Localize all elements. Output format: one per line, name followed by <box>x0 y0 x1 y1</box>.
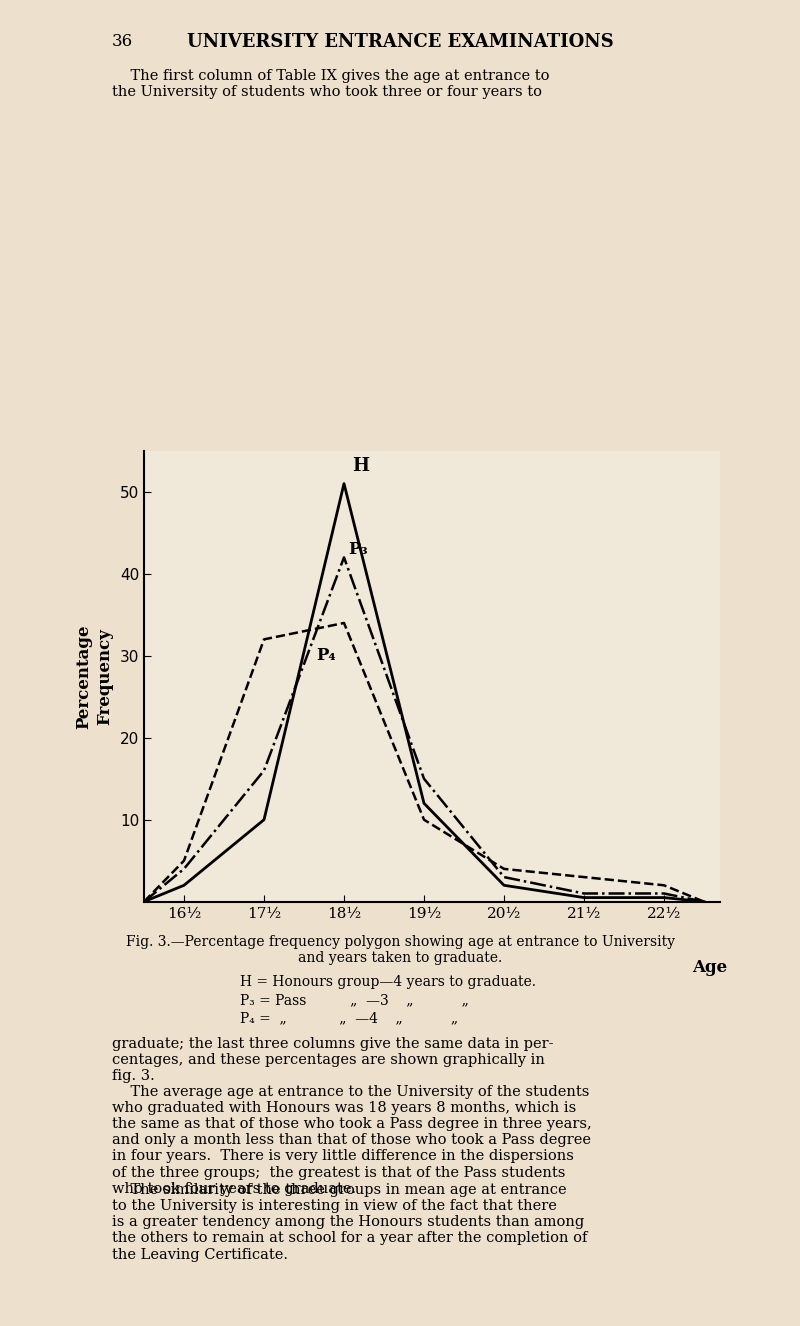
Text: P₄ =  „            „  —4    „           „: P₄ = „ „ —4 „ „ <box>240 1012 458 1026</box>
Text: P₃ = Pass          „  —3    „           „: P₃ = Pass „ —3 „ „ <box>240 993 469 1008</box>
Text: P₄: P₄ <box>316 647 336 664</box>
Text: graduate; the last three columns give the same data in per-
centages, and these : graduate; the last three columns give th… <box>112 1037 554 1083</box>
Text: 36: 36 <box>112 33 133 50</box>
Text: H: H <box>352 457 369 476</box>
Text: Age: Age <box>692 959 727 976</box>
Text: P₃: P₃ <box>348 541 368 558</box>
Text: and years taken to graduate.: and years taken to graduate. <box>298 951 502 965</box>
Text: The first column of Table IX gives the age at entrance to
the University of stud: The first column of Table IX gives the a… <box>112 69 550 99</box>
Text: The average age at entrance to the University of the students
who graduated with: The average age at entrance to the Unive… <box>112 1085 592 1196</box>
Text: Fig. 3.—Percentage frequency polygon showing age at entrance to University: Fig. 3.—Percentage frequency polygon sho… <box>126 935 674 949</box>
Text: H = Honours group—4 years to graduate.: H = Honours group—4 years to graduate. <box>240 975 536 989</box>
Y-axis label: Percentage
Frequency: Percentage Frequency <box>75 625 113 728</box>
Text: UNIVERSITY ENTRANCE EXAMINATIONS: UNIVERSITY ENTRANCE EXAMINATIONS <box>186 33 614 52</box>
Text: The similarity of the three groups in mean age at entrance
to the University is : The similarity of the three groups in me… <box>112 1183 587 1261</box>
